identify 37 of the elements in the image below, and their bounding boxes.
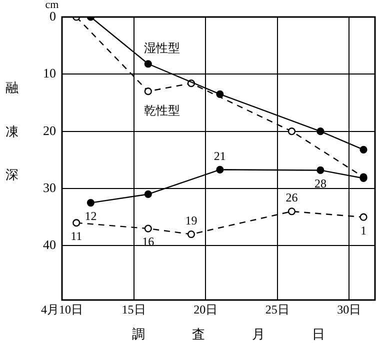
series-label: 湿性型: [144, 41, 180, 56]
y-tick-label: 40: [43, 237, 56, 252]
y-tick-label: 20: [43, 122, 56, 138]
annotation: 28: [314, 176, 326, 190]
point: [360, 146, 368, 154]
annotation: 19: [185, 213, 198, 228]
point: [144, 224, 152, 232]
x-tick-label: 4月10日: [41, 302, 83, 316]
series-label: 乾性型: [144, 103, 180, 118]
point: [144, 88, 152, 96]
point: [216, 90, 224, 98]
point: [360, 213, 368, 221]
x-tick-label: 30日: [337, 302, 362, 316]
annotation: 21: [214, 148, 226, 163]
point: [288, 208, 296, 216]
text: cm: [45, 0, 60, 11]
annotation: 11: [70, 228, 82, 243]
point: [216, 166, 224, 174]
point: [187, 230, 196, 238]
point: [144, 60, 152, 68]
annotation: 26: [286, 190, 298, 205]
y-tick-label: 10: [43, 66, 56, 81]
annotation: 1: [360, 223, 367, 238]
y-tick-label: 30: [43, 180, 56, 195]
x-tick-label: 15日: [122, 302, 146, 316]
point: [288, 128, 296, 136]
y-axis-title: 融凍深: [4, 70, 20, 202]
x-tick-label: 25日: [265, 302, 290, 316]
point: [316, 128, 324, 136]
point: [86, 199, 95, 207]
point: [144, 190, 152, 198]
annotation: 12: [84, 208, 97, 223]
point: [316, 166, 324, 174]
y-tick-label: 0: [50, 8, 56, 24]
text: 調査月日: [132, 326, 325, 342]
point: [72, 219, 80, 227]
x-tick-label: 20日: [194, 302, 218, 316]
